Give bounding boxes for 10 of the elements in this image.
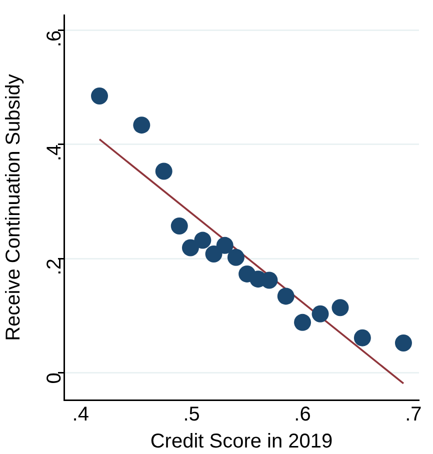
y-tick-label: .2 [44, 258, 66, 276]
y-tick-label: .6 [44, 30, 66, 48]
x-axis-title: Credit Score in 2019 [150, 430, 333, 453]
y-tick-label: .4 [44, 144, 66, 162]
y-axis-title: Receive Continuation Subsidy [2, 74, 25, 341]
y-tick-label: 0 [44, 372, 66, 384]
x-tick-label: .5 [183, 404, 200, 426]
x-tick-label: .4 [72, 404, 89, 426]
x-tick-label: .6 [294, 404, 311, 426]
x-tick-label: .7 [405, 404, 422, 426]
